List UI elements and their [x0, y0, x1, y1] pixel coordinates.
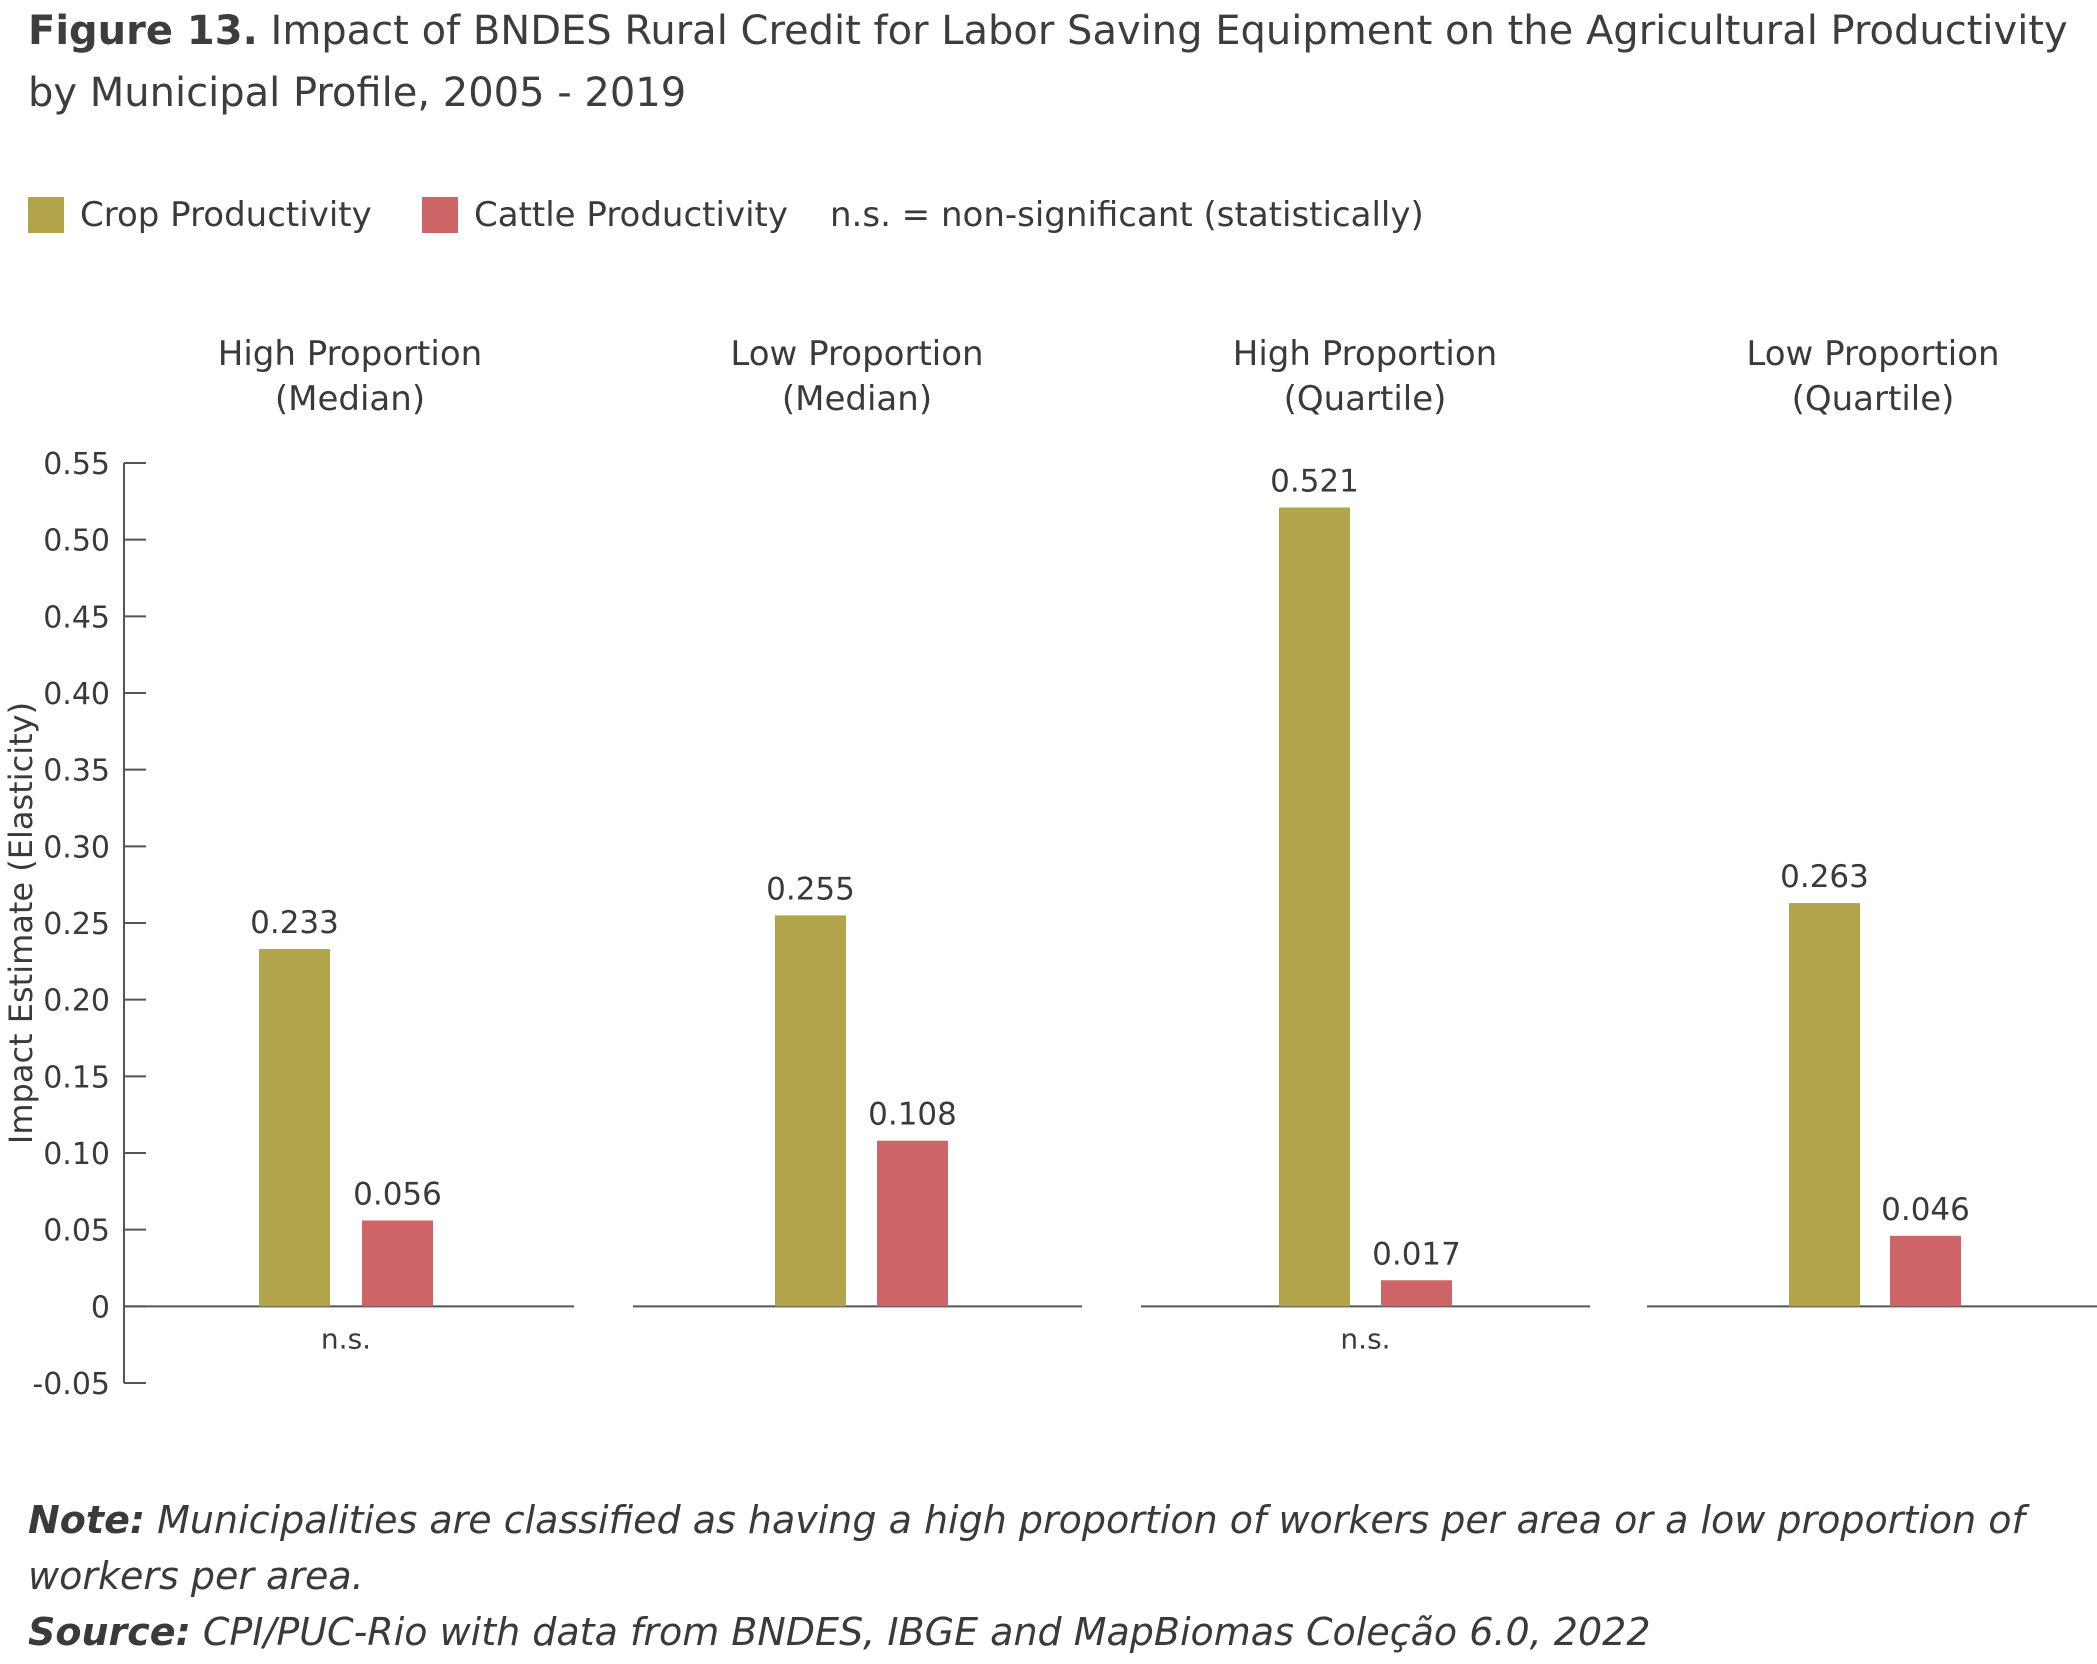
legend-ns-text: n.s. = non-significant (statistically): [830, 195, 1424, 235]
figure-label: Figure 13.: [28, 8, 258, 54]
y-tick-label: 0.05: [43, 1214, 110, 1249]
bar-cattle: [1890, 1235, 1961, 1307]
category-label-line1: High Proportion: [1233, 334, 1497, 374]
legend-ns-note: n.s. = non-significant (statistically): [830, 190, 1424, 240]
bar-crop: [1279, 507, 1350, 1307]
bar-crop: [1789, 903, 1860, 1307]
title-text: Impact of BNDES Rural Credit for Labor S…: [28, 8, 2068, 116]
bar-crop: [259, 949, 330, 1307]
y-tick-label: 0.40: [43, 677, 110, 712]
note-block: Note: Municipalities are classified as h…: [28, 1492, 2068, 1660]
legend-swatch-cattle: [422, 197, 458, 233]
category-label-line2: (Quartile): [1284, 379, 1447, 419]
bar-cattle: [877, 1140, 948, 1307]
ns-label: n.s.: [1340, 1322, 1390, 1355]
category-label-line1: Low Proportion: [730, 334, 983, 374]
data-label-crop: 0.233: [250, 905, 339, 941]
y-tick-label: 0.25: [43, 907, 110, 942]
category-label-line1: High Proportion: [218, 334, 482, 374]
note-line: Note: Municipalities are classified as h…: [28, 1492, 2068, 1604]
note-label: Note:: [28, 1498, 146, 1542]
data-label-crop: 0.255: [766, 871, 855, 907]
data-label-crop: 0.521: [1270, 463, 1359, 499]
category-label-line1: Low Proportion: [1746, 334, 1999, 374]
legend-label-crop: Crop Productivity: [80, 195, 372, 235]
y-tick-label: -0.05: [32, 1367, 110, 1402]
data-label-cattle: 0.108: [868, 1097, 957, 1133]
data-label-cattle: 0.017: [1372, 1236, 1461, 1272]
y-tick-label: 0.45: [43, 600, 110, 635]
chart-title: Figure 13. Impact of BNDES Rural Credit …: [28, 0, 2068, 124]
y-tick-label: 0.35: [43, 754, 110, 789]
category-label-line2: (Quartile): [1792, 379, 1955, 419]
source-line: Source: CPI/PUC-Rio with data from BNDES…: [28, 1604, 2068, 1660]
category-label-line2: (Median): [782, 379, 932, 419]
legend-item-crop: Crop Productivity: [28, 190, 372, 240]
legend-item-cattle: Cattle Productivity: [422, 190, 788, 240]
source-text: CPI/PUC-Rio with data from BNDES, IBGE a…: [202, 1610, 1651, 1654]
y-tick-label: 0.50: [43, 524, 110, 559]
y-tick-label: 0.55: [43, 447, 110, 482]
bar-cattle: [1381, 1280, 1452, 1307]
bar-chart: 0.55 0.50 0.45 0.40 0.35 0.30 0.25 0.20 0.15 0.10…: [2, 334, 2097, 1402]
y-tick-label: 0.30: [43, 830, 110, 865]
y-tick-label: 0: [91, 1290, 110, 1325]
category-label-line2: (Median): [275, 379, 425, 419]
data-label-cattle: 0.056: [353, 1176, 442, 1212]
y-tick-label: 0.10: [43, 1137, 110, 1172]
y-tick-label: 0.15: [43, 1060, 110, 1095]
ns-label: n.s.: [321, 1322, 371, 1355]
y-axis-title: Impact Estimate (Elasticity): [2, 702, 40, 1144]
bar-crop: [775, 915, 846, 1307]
bar-cattle: [362, 1220, 433, 1307]
legend-swatch-crop: [28, 197, 64, 233]
data-label-crop: 0.263: [1780, 859, 1869, 895]
source-label: Source:: [28, 1610, 191, 1654]
legend-label-cattle: Cattle Productivity: [474, 195, 788, 235]
data-label-cattle: 0.046: [1881, 1192, 1970, 1228]
note-text: Municipalities are classified as having …: [28, 1498, 2025, 1598]
y-tick-label: 0.20: [43, 984, 110, 1019]
